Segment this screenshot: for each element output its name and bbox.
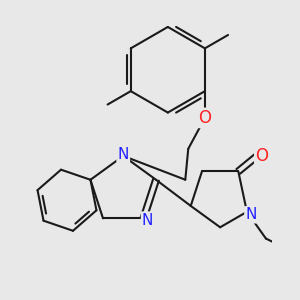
Text: N: N [142, 213, 153, 228]
Text: N: N [118, 147, 129, 162]
Text: O: O [255, 146, 268, 164]
Text: N: N [245, 207, 257, 222]
Text: O: O [198, 109, 212, 127]
